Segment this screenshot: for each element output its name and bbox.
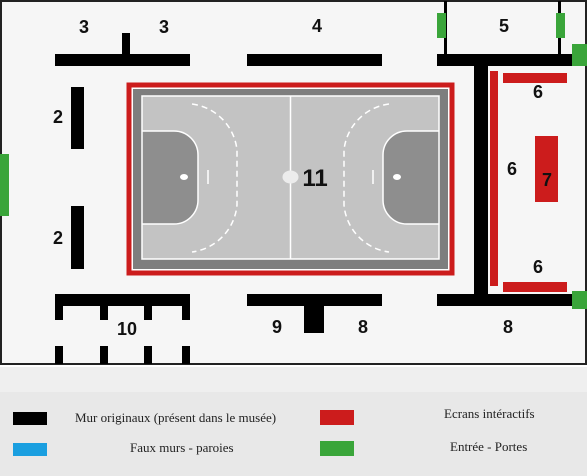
door-room5-left [437, 13, 446, 38]
zone-2-lower-label: 2 [53, 228, 63, 248]
free-throw-line-right [343, 103, 390, 253]
zone-11-label: 11 [302, 165, 327, 192]
interactive-screens [490, 71, 567, 292]
zone-6-top-label: 6 [533, 82, 543, 102]
screen-6-top [503, 73, 567, 83]
zone-6-middle-label: 6 [507, 159, 517, 179]
goal-line-left [142, 130, 199, 225]
original-walls [55, 1, 587, 364]
pillar-10-d [182, 306, 190, 320]
zone-4-label: 4 [312, 16, 322, 36]
zone-6-bottom-label: 6 [533, 257, 543, 277]
zone-10-label: 10 [117, 319, 137, 339]
zone-9-label: 9 [272, 317, 282, 337]
legend-swatch-entrance [320, 441, 354, 456]
door-right-bottom [572, 291, 587, 309]
door-right-top [572, 44, 587, 66]
pillar-10-a [55, 306, 63, 320]
wall-top-left-spur [122, 33, 130, 54]
entrances [0, 13, 587, 309]
zone-2-upper-label: 2 [53, 107, 63, 127]
goal-line-right [382, 130, 439, 225]
goal-left [180, 174, 188, 180]
wall-left-lower [71, 206, 84, 269]
wall-top-left [55, 54, 190, 66]
zone-8-center-label: 8 [358, 317, 368, 337]
zone-5-label: 5 [499, 16, 509, 36]
pillar-10-e [55, 346, 63, 364]
pillar-10-c [144, 306, 152, 320]
legend-label-wall: Mur originaux (présent dans le musée) [75, 410, 276, 425]
door-room5-right [556, 13, 565, 38]
wall-left-upper [71, 87, 84, 149]
goal-area-left [142, 131, 198, 224]
goal-right [393, 174, 401, 180]
pillar-10-g [144, 346, 152, 364]
door-left [0, 154, 9, 216]
pillar-10-f [100, 346, 108, 364]
zone-8-right-label: 8 [503, 317, 513, 337]
zone-7-label: 7 [542, 170, 552, 190]
legend-label-screen: Ecrans intéractifs [444, 406, 535, 421]
legend-swatch-wall [13, 412, 47, 425]
wall-bottom-center-spur [304, 306, 324, 333]
legend-label-entrance: Entrée - Portes [450, 439, 527, 454]
wall-bottom-right [437, 294, 587, 306]
wall-right-vertical [474, 66, 488, 294]
zone-3-right-label: 3 [159, 17, 169, 37]
legend: Mur originaux (présent dans le musée) Fa… [13, 406, 535, 456]
goal-area-right [383, 131, 439, 224]
handball-court [126, 82, 455, 276]
legend-panel-highlight [0, 367, 587, 392]
pillar-10-b [100, 306, 108, 320]
legend-label-fake-wall: Faux murs - paroies [130, 440, 234, 455]
screen-6-bottom [503, 282, 567, 292]
legend-swatch-fake-wall [13, 443, 47, 456]
zone-3-left-label: 3 [79, 17, 89, 37]
screen-6-vertical [490, 71, 498, 286]
wall-top-center [247, 54, 382, 66]
wall-bottom-left [55, 294, 190, 306]
legend-swatch-screen [320, 410, 354, 425]
screen-7 [535, 136, 558, 202]
free-throw-line-left [191, 103, 238, 253]
wall-bottom-center [247, 294, 382, 306]
center-circle [282, 170, 299, 184]
wall-top-right [437, 54, 587, 66]
pillar-10-h [182, 346, 190, 364]
